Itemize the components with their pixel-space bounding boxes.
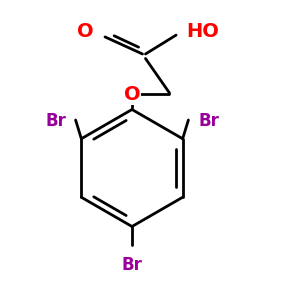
Text: Br: Br <box>198 112 219 130</box>
Text: Br: Br <box>122 256 142 274</box>
Text: HO: HO <box>186 22 219 41</box>
Text: O: O <box>77 22 94 41</box>
Text: O: O <box>124 85 140 104</box>
Text: Br: Br <box>45 112 66 130</box>
